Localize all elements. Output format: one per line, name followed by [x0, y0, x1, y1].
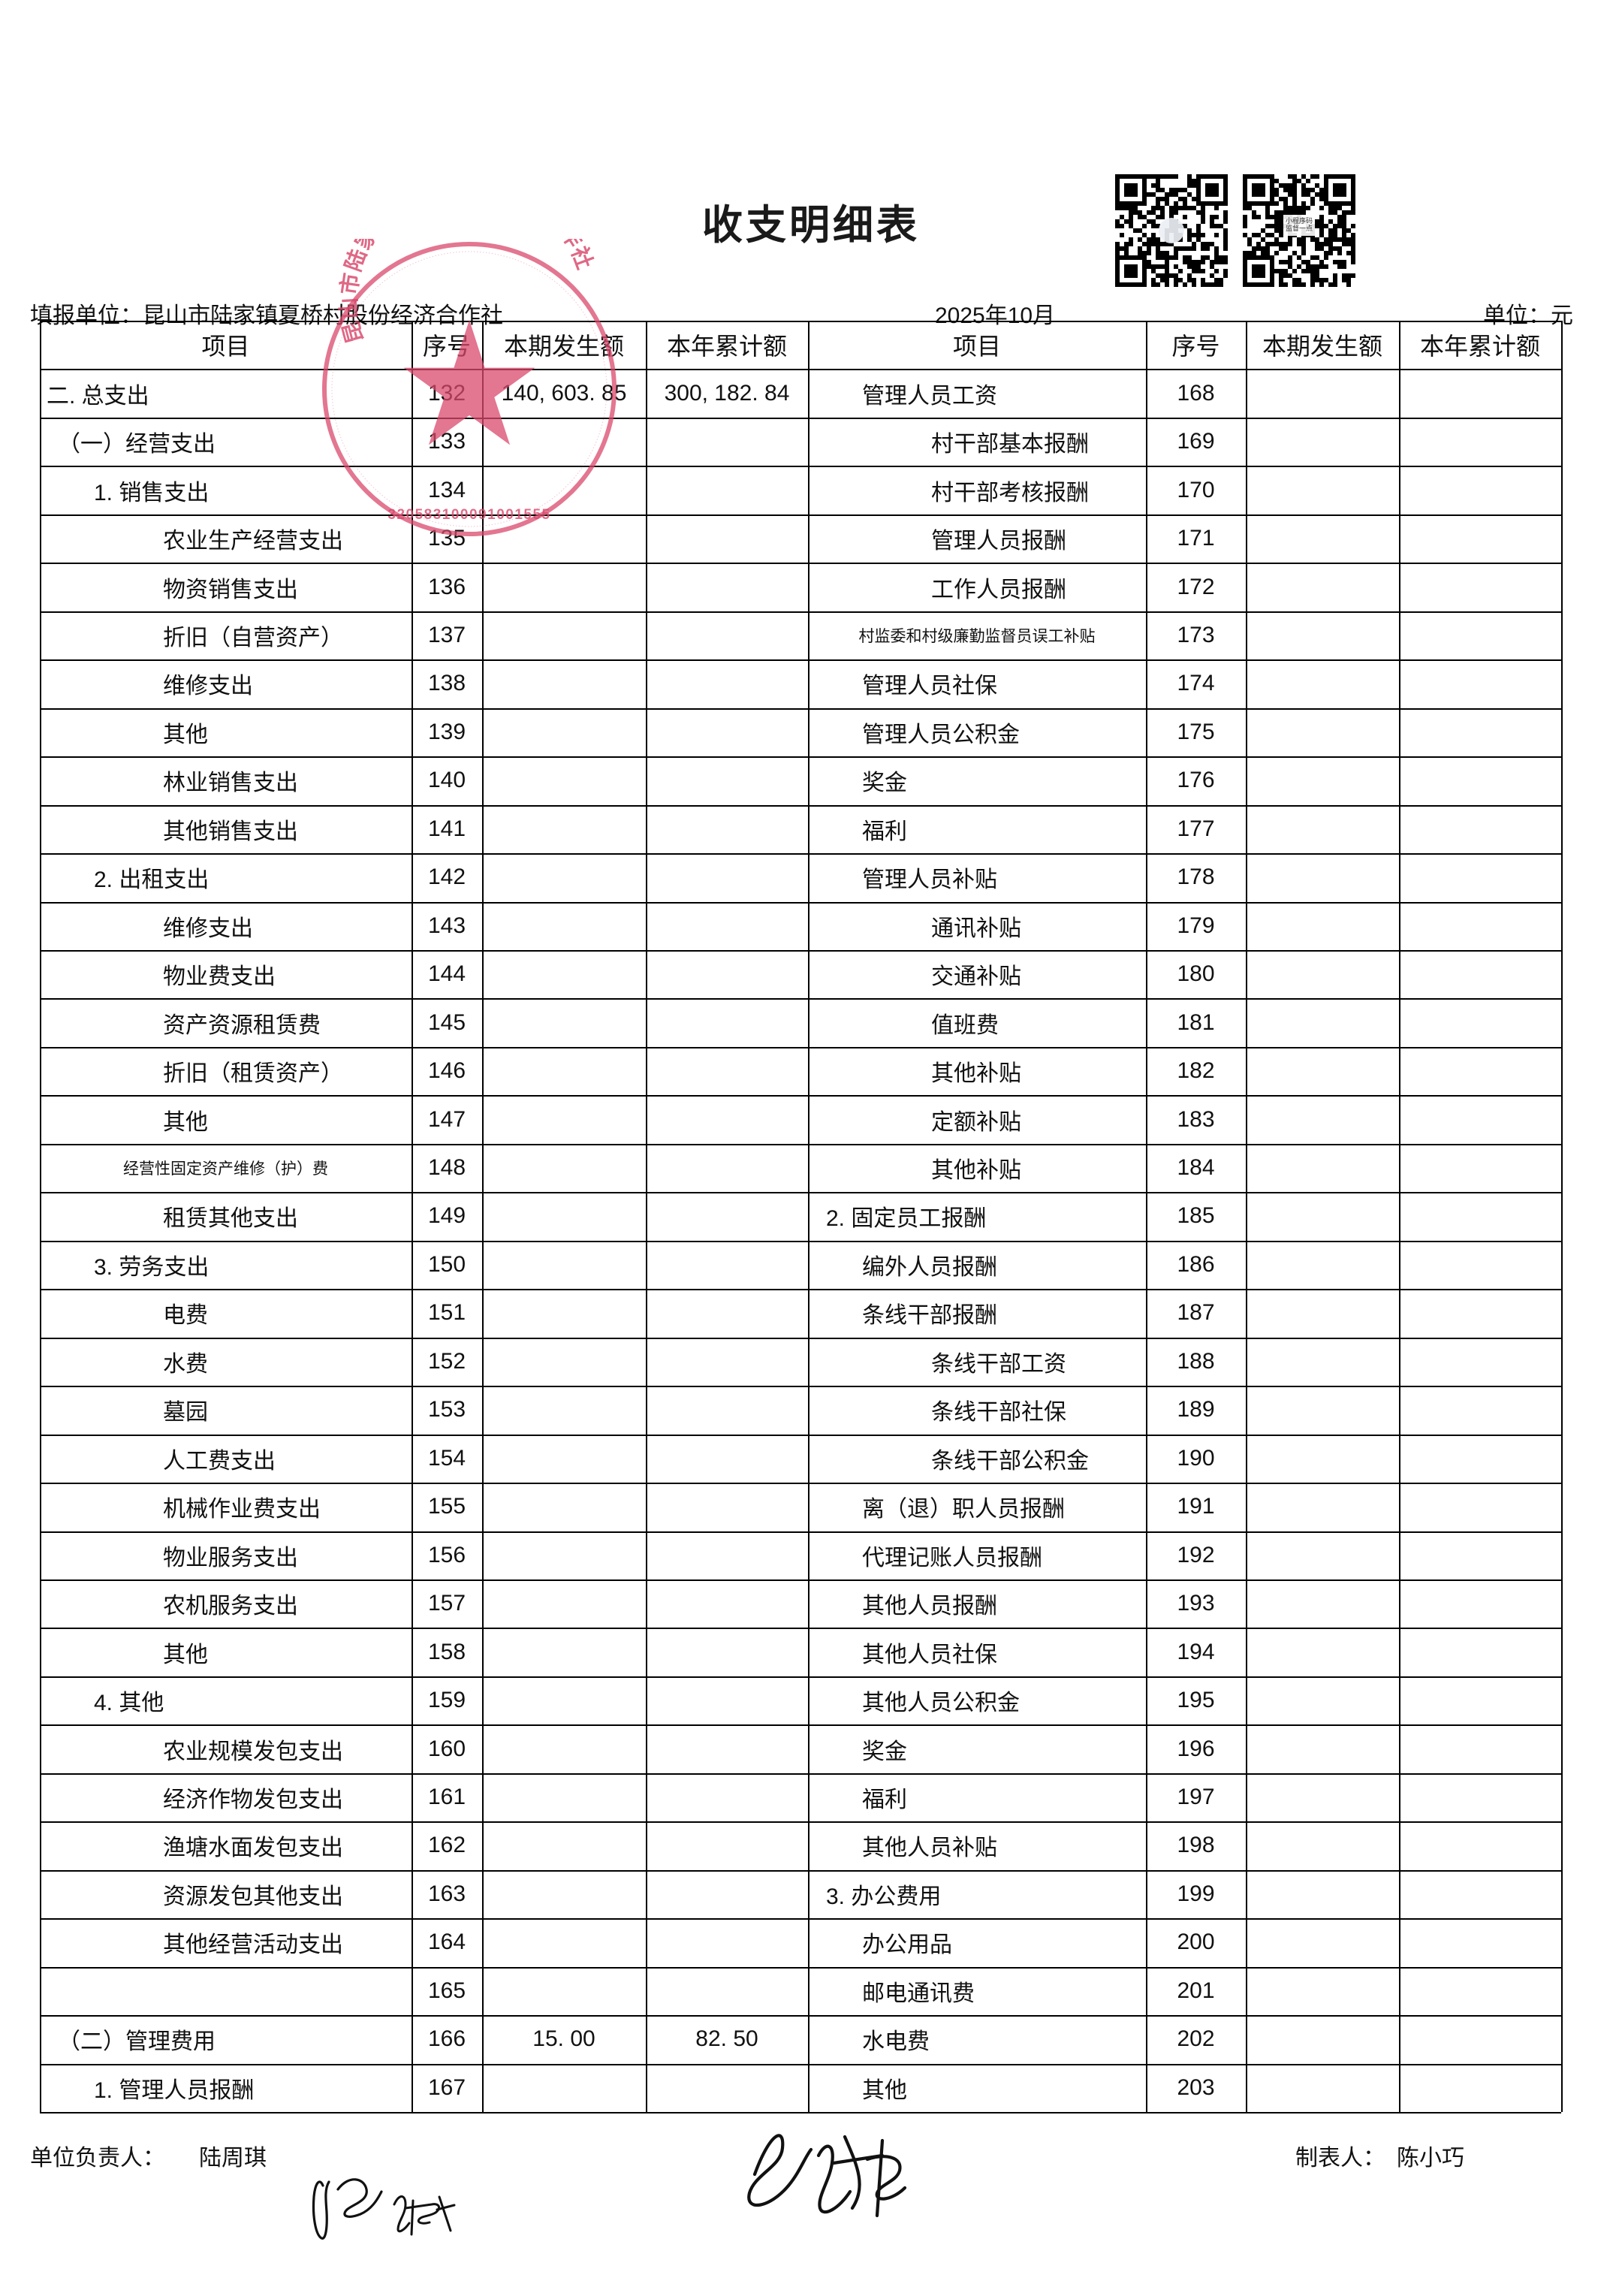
- svg-text:320583100091001555: 320583100091001555: [387, 507, 550, 523]
